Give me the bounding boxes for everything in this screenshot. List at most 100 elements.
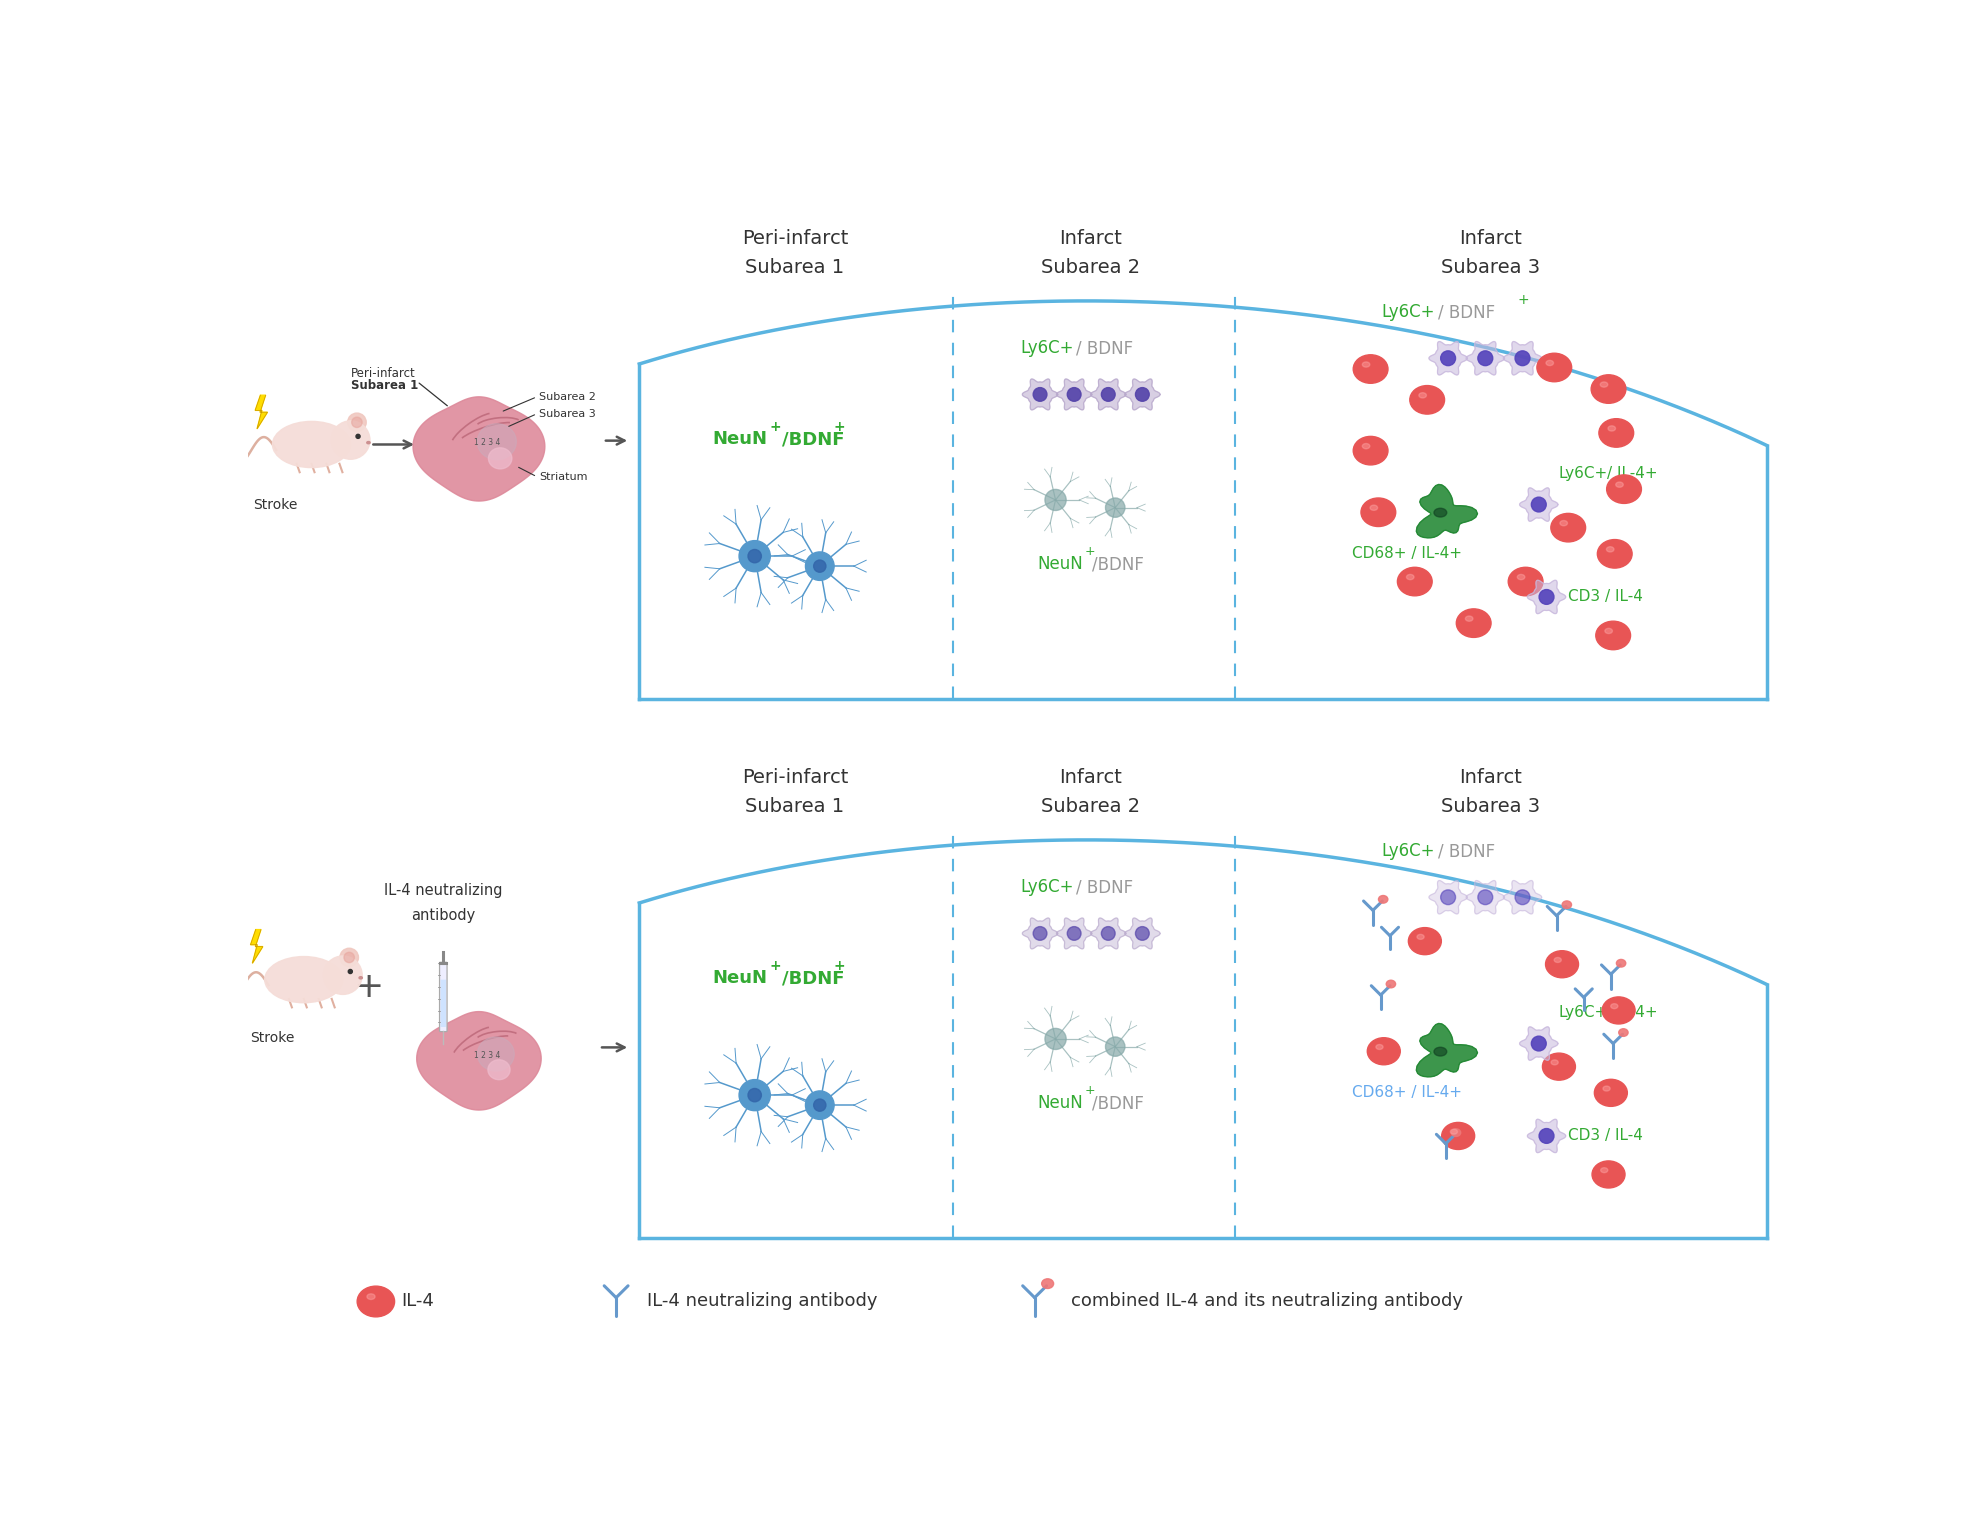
Text: Ly6C+: Ly6C+ <box>1381 303 1434 321</box>
Ellipse shape <box>1551 1060 1557 1064</box>
Text: / BDNF: / BDNF <box>1077 878 1133 896</box>
Ellipse shape <box>1591 374 1627 403</box>
Circle shape <box>355 434 361 438</box>
Ellipse shape <box>1434 1048 1446 1057</box>
Ellipse shape <box>1553 958 1561 963</box>
Text: IL-4 neutralizing antibody: IL-4 neutralizing antibody <box>647 1293 877 1310</box>
FancyBboxPatch shape <box>440 963 446 1031</box>
Circle shape <box>347 412 367 432</box>
Ellipse shape <box>1538 353 1571 382</box>
Ellipse shape <box>1452 1129 1460 1137</box>
Ellipse shape <box>1605 628 1613 634</box>
Polygon shape <box>1504 341 1542 374</box>
Polygon shape <box>1091 919 1127 949</box>
Text: Subarea 1: Subarea 1 <box>351 379 419 393</box>
Polygon shape <box>1428 881 1468 914</box>
Polygon shape <box>417 1011 542 1110</box>
Polygon shape <box>1417 485 1478 538</box>
Circle shape <box>740 1079 770 1111</box>
Ellipse shape <box>1603 998 1635 1023</box>
Ellipse shape <box>478 423 516 459</box>
Ellipse shape <box>357 1286 395 1317</box>
Text: Ly6C+: Ly6C+ <box>1559 467 1609 481</box>
Text: +: + <box>833 958 845 973</box>
Text: Subarea 3: Subarea 3 <box>540 409 595 418</box>
FancyBboxPatch shape <box>440 979 446 1026</box>
Text: Peri-infarct: Peri-infarct <box>742 767 849 787</box>
Circle shape <box>1046 1028 1065 1049</box>
Circle shape <box>1540 1128 1553 1143</box>
Text: CD68+ / IL-4+: CD68+ / IL-4+ <box>1351 546 1462 561</box>
Text: / BDNF: / BDNF <box>1438 841 1496 860</box>
Text: +: + <box>770 420 782 434</box>
Circle shape <box>1046 490 1065 511</box>
Circle shape <box>1034 926 1048 940</box>
Text: Stroke: Stroke <box>250 1031 296 1045</box>
Polygon shape <box>1504 881 1542 914</box>
Text: NeuN: NeuN <box>1038 555 1083 573</box>
Polygon shape <box>1125 919 1161 949</box>
Text: Subarea 1: Subarea 1 <box>746 797 845 816</box>
Text: Ly6C+: Ly6C+ <box>1559 1005 1609 1020</box>
Polygon shape <box>1055 919 1091 949</box>
Text: Subarea 2: Subarea 2 <box>1042 797 1141 816</box>
Ellipse shape <box>1601 382 1607 387</box>
Ellipse shape <box>1407 575 1415 579</box>
Polygon shape <box>1125 379 1161 409</box>
Ellipse shape <box>1595 622 1631 650</box>
Text: +: + <box>833 420 845 434</box>
Ellipse shape <box>1508 567 1544 596</box>
Text: / BDNF: / BDNF <box>1438 303 1496 321</box>
Circle shape <box>1135 926 1149 940</box>
Ellipse shape <box>1042 1280 1054 1289</box>
Ellipse shape <box>1387 981 1395 988</box>
Ellipse shape <box>1617 960 1625 967</box>
Ellipse shape <box>1597 540 1633 568</box>
Ellipse shape <box>1419 393 1426 399</box>
Text: Subarea 2: Subarea 2 <box>540 391 597 402</box>
Ellipse shape <box>1607 426 1615 431</box>
Circle shape <box>339 948 359 967</box>
Text: Stroke: Stroke <box>252 499 298 512</box>
Circle shape <box>1532 497 1546 512</box>
Text: antibody: antibody <box>411 908 476 923</box>
Text: +: + <box>353 970 383 1004</box>
Ellipse shape <box>1367 1038 1401 1064</box>
Circle shape <box>1067 388 1081 402</box>
Circle shape <box>1034 388 1048 402</box>
Polygon shape <box>1528 581 1565 614</box>
Text: Infarct: Infarct <box>1059 229 1121 247</box>
Circle shape <box>349 969 353 973</box>
Ellipse shape <box>1466 615 1472 622</box>
Text: NeuN: NeuN <box>712 970 768 987</box>
Circle shape <box>1440 890 1456 905</box>
Text: 1 2 3 4: 1 2 3 4 <box>474 1051 500 1060</box>
Ellipse shape <box>1371 505 1377 511</box>
Ellipse shape <box>1599 418 1633 447</box>
Circle shape <box>1540 590 1553 605</box>
Text: CD3 / IL-4: CD3 / IL-4 <box>1567 1128 1643 1143</box>
Circle shape <box>1105 1037 1125 1057</box>
Ellipse shape <box>1353 437 1389 465</box>
Text: Ly6C+: Ly6C+ <box>1381 841 1434 860</box>
Ellipse shape <box>1546 361 1553 365</box>
Ellipse shape <box>1397 567 1432 596</box>
Ellipse shape <box>1518 575 1526 579</box>
Text: NeuN: NeuN <box>1038 1095 1083 1113</box>
Circle shape <box>806 1092 833 1119</box>
Text: /BDNF: /BDNF <box>782 970 845 987</box>
Ellipse shape <box>1611 1004 1617 1008</box>
Ellipse shape <box>1456 609 1492 637</box>
Text: Peri-infarct: Peri-infarct <box>351 367 417 379</box>
Text: Ly6C+: Ly6C+ <box>1020 878 1073 896</box>
Circle shape <box>740 541 770 572</box>
Text: Ly6C+: Ly6C+ <box>1020 340 1073 358</box>
Text: IL-4: IL-4 <box>401 1293 434 1310</box>
Text: Subarea 1: Subarea 1 <box>746 258 845 277</box>
Circle shape <box>813 1099 825 1111</box>
Text: +: + <box>1085 1084 1095 1098</box>
Text: CD3 / IL-4: CD3 / IL-4 <box>1567 590 1643 605</box>
Circle shape <box>1440 350 1456 365</box>
Text: Infarct: Infarct <box>1059 767 1121 787</box>
Text: Infarct: Infarct <box>1460 229 1522 247</box>
